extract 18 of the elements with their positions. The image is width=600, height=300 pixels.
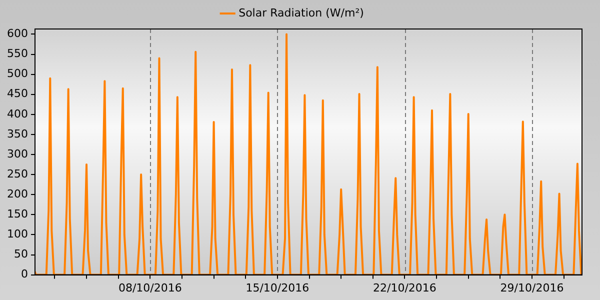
y-tick-label: 500 [6,67,28,80]
y-tick-label: 100 [6,228,28,241]
y-tick-label: 600 [6,27,28,40]
y-tick-label: 300 [6,147,28,160]
x-tick-label: 22/10/2016 [373,281,436,294]
y-tick-label: 200 [6,187,28,200]
x-tick-label: 08/10/2016 [118,281,182,294]
y-tick-label: 550 [6,47,28,60]
x-tick-label: 15/10/2016 [246,281,310,294]
y-tick-label: 250 [6,167,28,180]
y-tick-label: 350 [6,127,28,140]
y-tick-label: 450 [6,87,28,100]
y-tick-label: 150 [6,208,28,221]
y-tick-label: 50 [14,248,28,261]
y-tick-label: 0 [20,268,28,281]
legend-label: Solar Radiation (W/m²) [238,6,364,20]
x-tick-label: 29/10/2016 [500,281,564,294]
y-tick-label: 400 [6,107,28,120]
